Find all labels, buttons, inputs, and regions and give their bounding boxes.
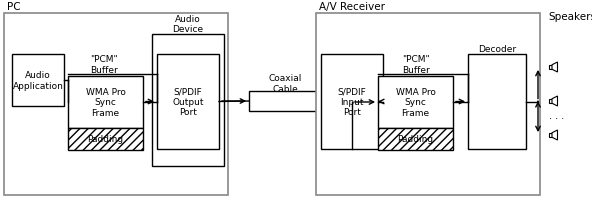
Polygon shape (552, 63, 558, 73)
Bar (152, 35, 224, 166)
Text: "PCM"
Buffer: "PCM" Buffer (402, 55, 430, 74)
Text: WMA Pro
Sync
Frame: WMA Pro Sync Frame (86, 88, 126, 117)
Bar (468, 55, 526, 149)
Text: S/PDIF
Input
Port: S/PDIF Input Port (337, 87, 366, 117)
Polygon shape (552, 130, 558, 140)
Text: Audio
Application: Audio Application (12, 71, 63, 90)
Text: Padding: Padding (397, 135, 433, 144)
Text: Coaxial
Cable: Coaxial Cable (268, 74, 302, 93)
Bar (316, 14, 540, 195)
Text: Audio
Device: Audio Device (172, 15, 204, 34)
Text: Padding: Padding (88, 135, 124, 144)
Bar (378, 77, 453, 128)
Text: S/PDIF
Output
Port: S/PDIF Output Port (172, 87, 204, 117)
Bar (68, 77, 143, 128)
Polygon shape (552, 97, 558, 106)
Bar (68, 128, 143, 150)
Text: WMA Pro
Sync
Frame: WMA Pro Sync Frame (395, 88, 436, 117)
Bar (249, 92, 321, 111)
Bar (321, 55, 383, 149)
Text: Speakers: Speakers (548, 12, 592, 22)
Text: PC: PC (7, 2, 21, 12)
Bar (549, 65, 552, 70)
Bar (157, 55, 219, 149)
Bar (549, 99, 552, 104)
Bar (549, 133, 552, 138)
Text: · · ·: · · · (549, 113, 565, 123)
Text: "PCM"
Buffer: "PCM" Buffer (90, 55, 118, 74)
Bar (12, 55, 64, 106)
Text: Decoder: Decoder (478, 45, 516, 54)
Text: A/V Receiver: A/V Receiver (319, 2, 385, 12)
Bar (378, 128, 453, 150)
Bar (4, 14, 228, 195)
